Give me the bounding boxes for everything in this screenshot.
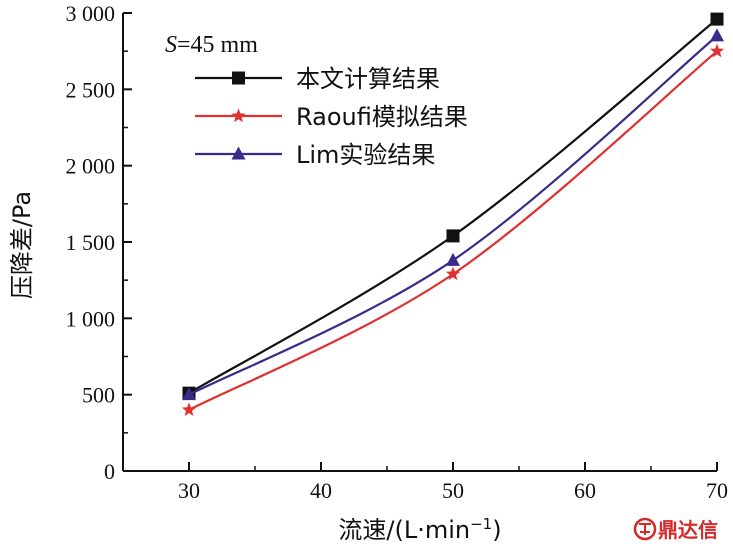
series-lines xyxy=(181,12,725,416)
y-tick-label: 500 xyxy=(82,383,115,408)
legend-entry-2: Lim实验结果 xyxy=(296,141,435,169)
legend-marker-2 xyxy=(231,146,246,160)
annotation-text: S=45 mm xyxy=(165,32,258,58)
legend-entry-1: Raoufi模拟结果 xyxy=(296,103,468,131)
legend-entry-0: 本文计算结果 xyxy=(296,65,440,93)
data-point-2 xyxy=(710,28,724,42)
axes xyxy=(122,12,718,472)
x-tick-label: 70 xyxy=(706,478,728,503)
x-tick-label: 50 xyxy=(442,478,464,503)
y-tick-label: 2 000 xyxy=(66,154,116,179)
data-point-1 xyxy=(445,266,461,281)
data-point-1 xyxy=(181,402,197,416)
data-point-0 xyxy=(446,229,460,243)
watermark-logo-mark xyxy=(639,523,651,535)
tick-labels: 0 500 1 000 1 500 2 000 2 500 3 000 30 40 50 60 70 xyxy=(66,1,729,503)
x-tick-label: 30 xyxy=(178,478,200,503)
watermark: 鼎达信 xyxy=(633,517,718,542)
data-point-0 xyxy=(710,12,724,26)
data-point-1 xyxy=(709,43,725,58)
legend-marker-1 xyxy=(231,108,246,123)
watermark-logo-icon xyxy=(633,517,657,541)
x-tick-label: 40 xyxy=(310,478,332,503)
y-tick-label: 1 500 xyxy=(66,230,116,255)
x-axis-label: 流速/(L·min−1) xyxy=(338,515,501,544)
y-axis-label: 压降差/Pa xyxy=(8,191,36,299)
y-tick-label: 1 000 xyxy=(66,306,116,331)
watermark-text: 鼎达信 xyxy=(658,518,718,542)
x-tick-label: 60 xyxy=(574,478,596,503)
series-line-0 xyxy=(188,18,718,395)
legend-marker-0 xyxy=(232,71,245,85)
y-tick-label: 2 500 xyxy=(66,77,116,102)
data-point-2 xyxy=(446,252,460,266)
legend: 本文计算结果 Raoufi模拟结果 Lim实验结果 xyxy=(195,65,468,169)
data-point-2 xyxy=(182,387,196,401)
series-line-2 xyxy=(188,35,718,396)
y-tick-label: 3 000 xyxy=(66,1,116,26)
y-tick-label: 0 xyxy=(104,459,115,484)
